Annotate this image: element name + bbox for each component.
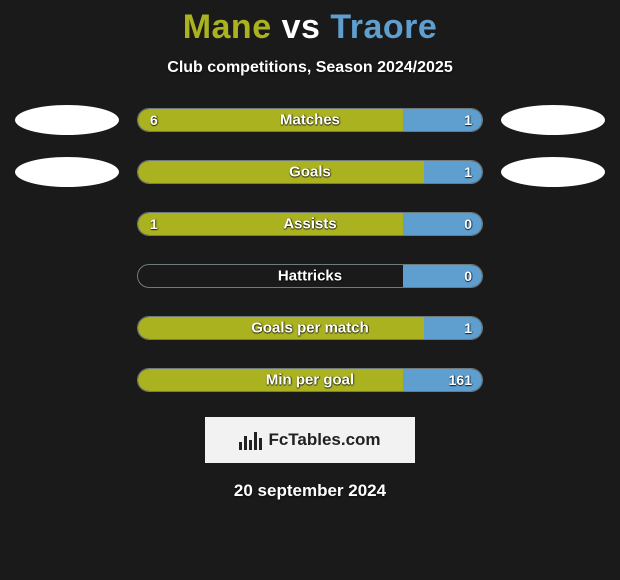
logo-bar-segment bbox=[244, 436, 247, 450]
stat-row: 161 Min per goal bbox=[0, 365, 620, 395]
stat-label: Goals bbox=[289, 164, 331, 181]
player1-badge bbox=[15, 105, 119, 135]
stat-bar: 161 Min per goal bbox=[137, 368, 483, 392]
stat-row: 0 Hattricks bbox=[0, 261, 620, 291]
stat-label: Goals per match bbox=[251, 320, 369, 337]
stat-value-player2: 1 bbox=[464, 320, 472, 336]
stat-label: Matches bbox=[280, 112, 340, 129]
stat-value-player1: 6 bbox=[150, 112, 158, 128]
logo-bar-segment bbox=[254, 432, 257, 450]
bar-fill-player2 bbox=[424, 317, 482, 339]
logo-bar-segment bbox=[249, 440, 252, 450]
player2-badge bbox=[501, 157, 605, 187]
stat-value-player2: 1 bbox=[464, 112, 472, 128]
stat-bar: 1 Goals bbox=[137, 160, 483, 184]
stat-value-player1: 1 bbox=[150, 216, 158, 232]
stat-value-player2: 161 bbox=[449, 372, 472, 388]
player1-badge bbox=[15, 157, 119, 187]
logo-bar-segment bbox=[259, 438, 262, 450]
stat-bar: 0 Hattricks bbox=[137, 264, 483, 288]
stat-value-player2: 0 bbox=[464, 216, 472, 232]
comparison-card: Mane vs Traore Club competitions, Season… bbox=[0, 0, 620, 580]
bar-fill-player2 bbox=[424, 161, 482, 183]
stat-label: Assists bbox=[283, 216, 336, 233]
player2-badge bbox=[501, 105, 605, 135]
subtitle: Club competitions, Season 2024/2025 bbox=[0, 59, 620, 77]
player2-name: Traore bbox=[330, 8, 437, 46]
stat-row: 1 Goals bbox=[0, 157, 620, 187]
stat-label: Min per goal bbox=[266, 372, 354, 389]
logo-bar-segment bbox=[239, 442, 242, 450]
stat-row: 6 1 Matches bbox=[0, 105, 620, 135]
date-text: 20 september 2024 bbox=[0, 481, 620, 501]
stat-value-player2: 0 bbox=[464, 268, 472, 284]
stat-value-player2: 1 bbox=[464, 164, 472, 180]
bar-fill-player1 bbox=[138, 213, 403, 235]
stat-bar: 1 Goals per match bbox=[137, 316, 483, 340]
bar-fill-player1 bbox=[138, 161, 424, 183]
stat-bar: 1 0 Assists bbox=[137, 212, 483, 236]
title: Mane vs Traore bbox=[0, 8, 620, 47]
stat-row: 1 Goals per match bbox=[0, 313, 620, 343]
player1-name: Mane bbox=[183, 8, 272, 46]
logo-text: FcTables.com bbox=[268, 430, 380, 450]
bar-fill-player1 bbox=[138, 109, 403, 131]
stat-label: Hattricks bbox=[278, 268, 342, 285]
vs-text: vs bbox=[282, 8, 321, 46]
logo-bars-icon bbox=[239, 430, 262, 450]
stat-bar: 6 1 Matches bbox=[137, 108, 483, 132]
fctables-logo: FcTables.com bbox=[205, 417, 415, 463]
stats-list: 6 1 Matches 1 Goals 1 0 Assists 0 Hattricks 1 Goals… bbox=[0, 105, 620, 395]
stat-row: 1 0 Assists bbox=[0, 209, 620, 239]
